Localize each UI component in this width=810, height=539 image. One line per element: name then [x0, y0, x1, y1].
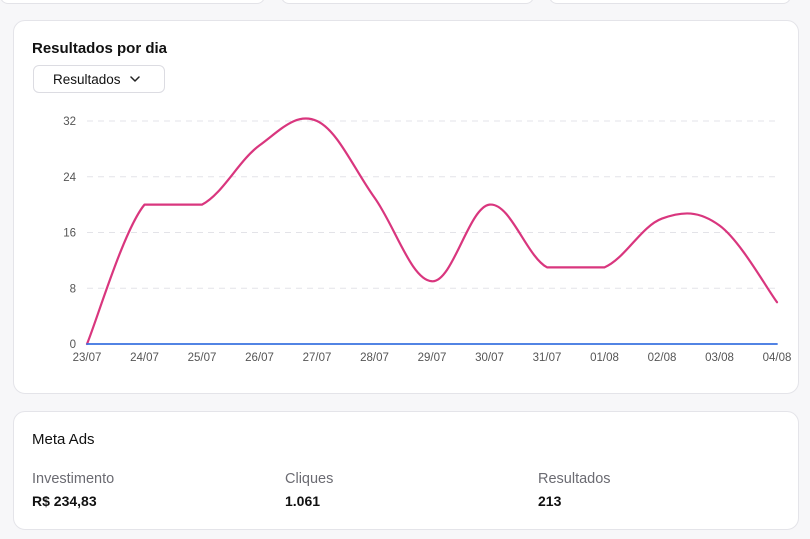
- line-chart: 0 8 16 24 32 23/07 24/07 25/07 26/07 27/07 28/07 29…: [63, 116, 792, 364]
- x-tick-label: 24/07: [130, 352, 159, 364]
- x-tick-label: 31/07: [533, 352, 562, 364]
- x-tick-label: 03/08: [705, 352, 734, 364]
- x-tick-label: 04/08: [763, 352, 792, 364]
- stat-value: R$ 234,83: [32, 493, 97, 509]
- results-per-day-card: Resultados por dia Resultados 0 8 16 24 32 23…: [13, 20, 799, 394]
- y-tick-label: 32: [63, 116, 76, 128]
- stat-value: 213: [538, 493, 562, 509]
- summary-card-3: [549, 0, 791, 4]
- stat-cliques: Cliques 1.061: [285, 471, 333, 509]
- x-tick-label: 02/08: [648, 352, 677, 364]
- x-tick-label: 23/07: [73, 352, 102, 364]
- stat-resultados: Resultados 213: [538, 471, 611, 509]
- summary-card-2: [281, 0, 534, 4]
- stat-label: Investimento: [32, 471, 115, 487]
- stat-value: 1.061: [285, 493, 321, 509]
- chevron-down-icon: [129, 76, 140, 82]
- x-tick-label: 29/07: [418, 352, 447, 364]
- stat-label: Cliques: [285, 471, 334, 487]
- x-tick-label: 27/07: [303, 352, 332, 364]
- x-tick-label: 28/07: [360, 352, 389, 364]
- stat-investimento: Investimento R$ 234,83: [32, 471, 114, 509]
- x-tick-label: 26/07: [245, 352, 274, 364]
- meta-ads-title: Meta Ads: [32, 431, 95, 448]
- meta-ads-card: Meta Ads Investimento R$ 234,83 Cliques …: [13, 411, 799, 530]
- y-tick-label: 16: [63, 228, 76, 240]
- metric-dropdown-label: Resultados: [53, 71, 121, 87]
- chart-title: Resultados por dia: [32, 40, 168, 57]
- series-line-1: [85, 117, 779, 346]
- y-tick-label: 24: [63, 172, 76, 184]
- x-tick-label: 30/07: [475, 352, 504, 364]
- stat-label: Resultados: [538, 471, 611, 487]
- metric-dropdown[interactable]: Resultados: [33, 65, 165, 93]
- y-tick-label: 8: [70, 283, 76, 295]
- summary-card-1: [0, 0, 265, 4]
- x-tick-label: 01/08: [590, 352, 619, 364]
- y-tick-label: 0: [70, 339, 76, 351]
- x-tick-label: 25/07: [188, 352, 217, 364]
